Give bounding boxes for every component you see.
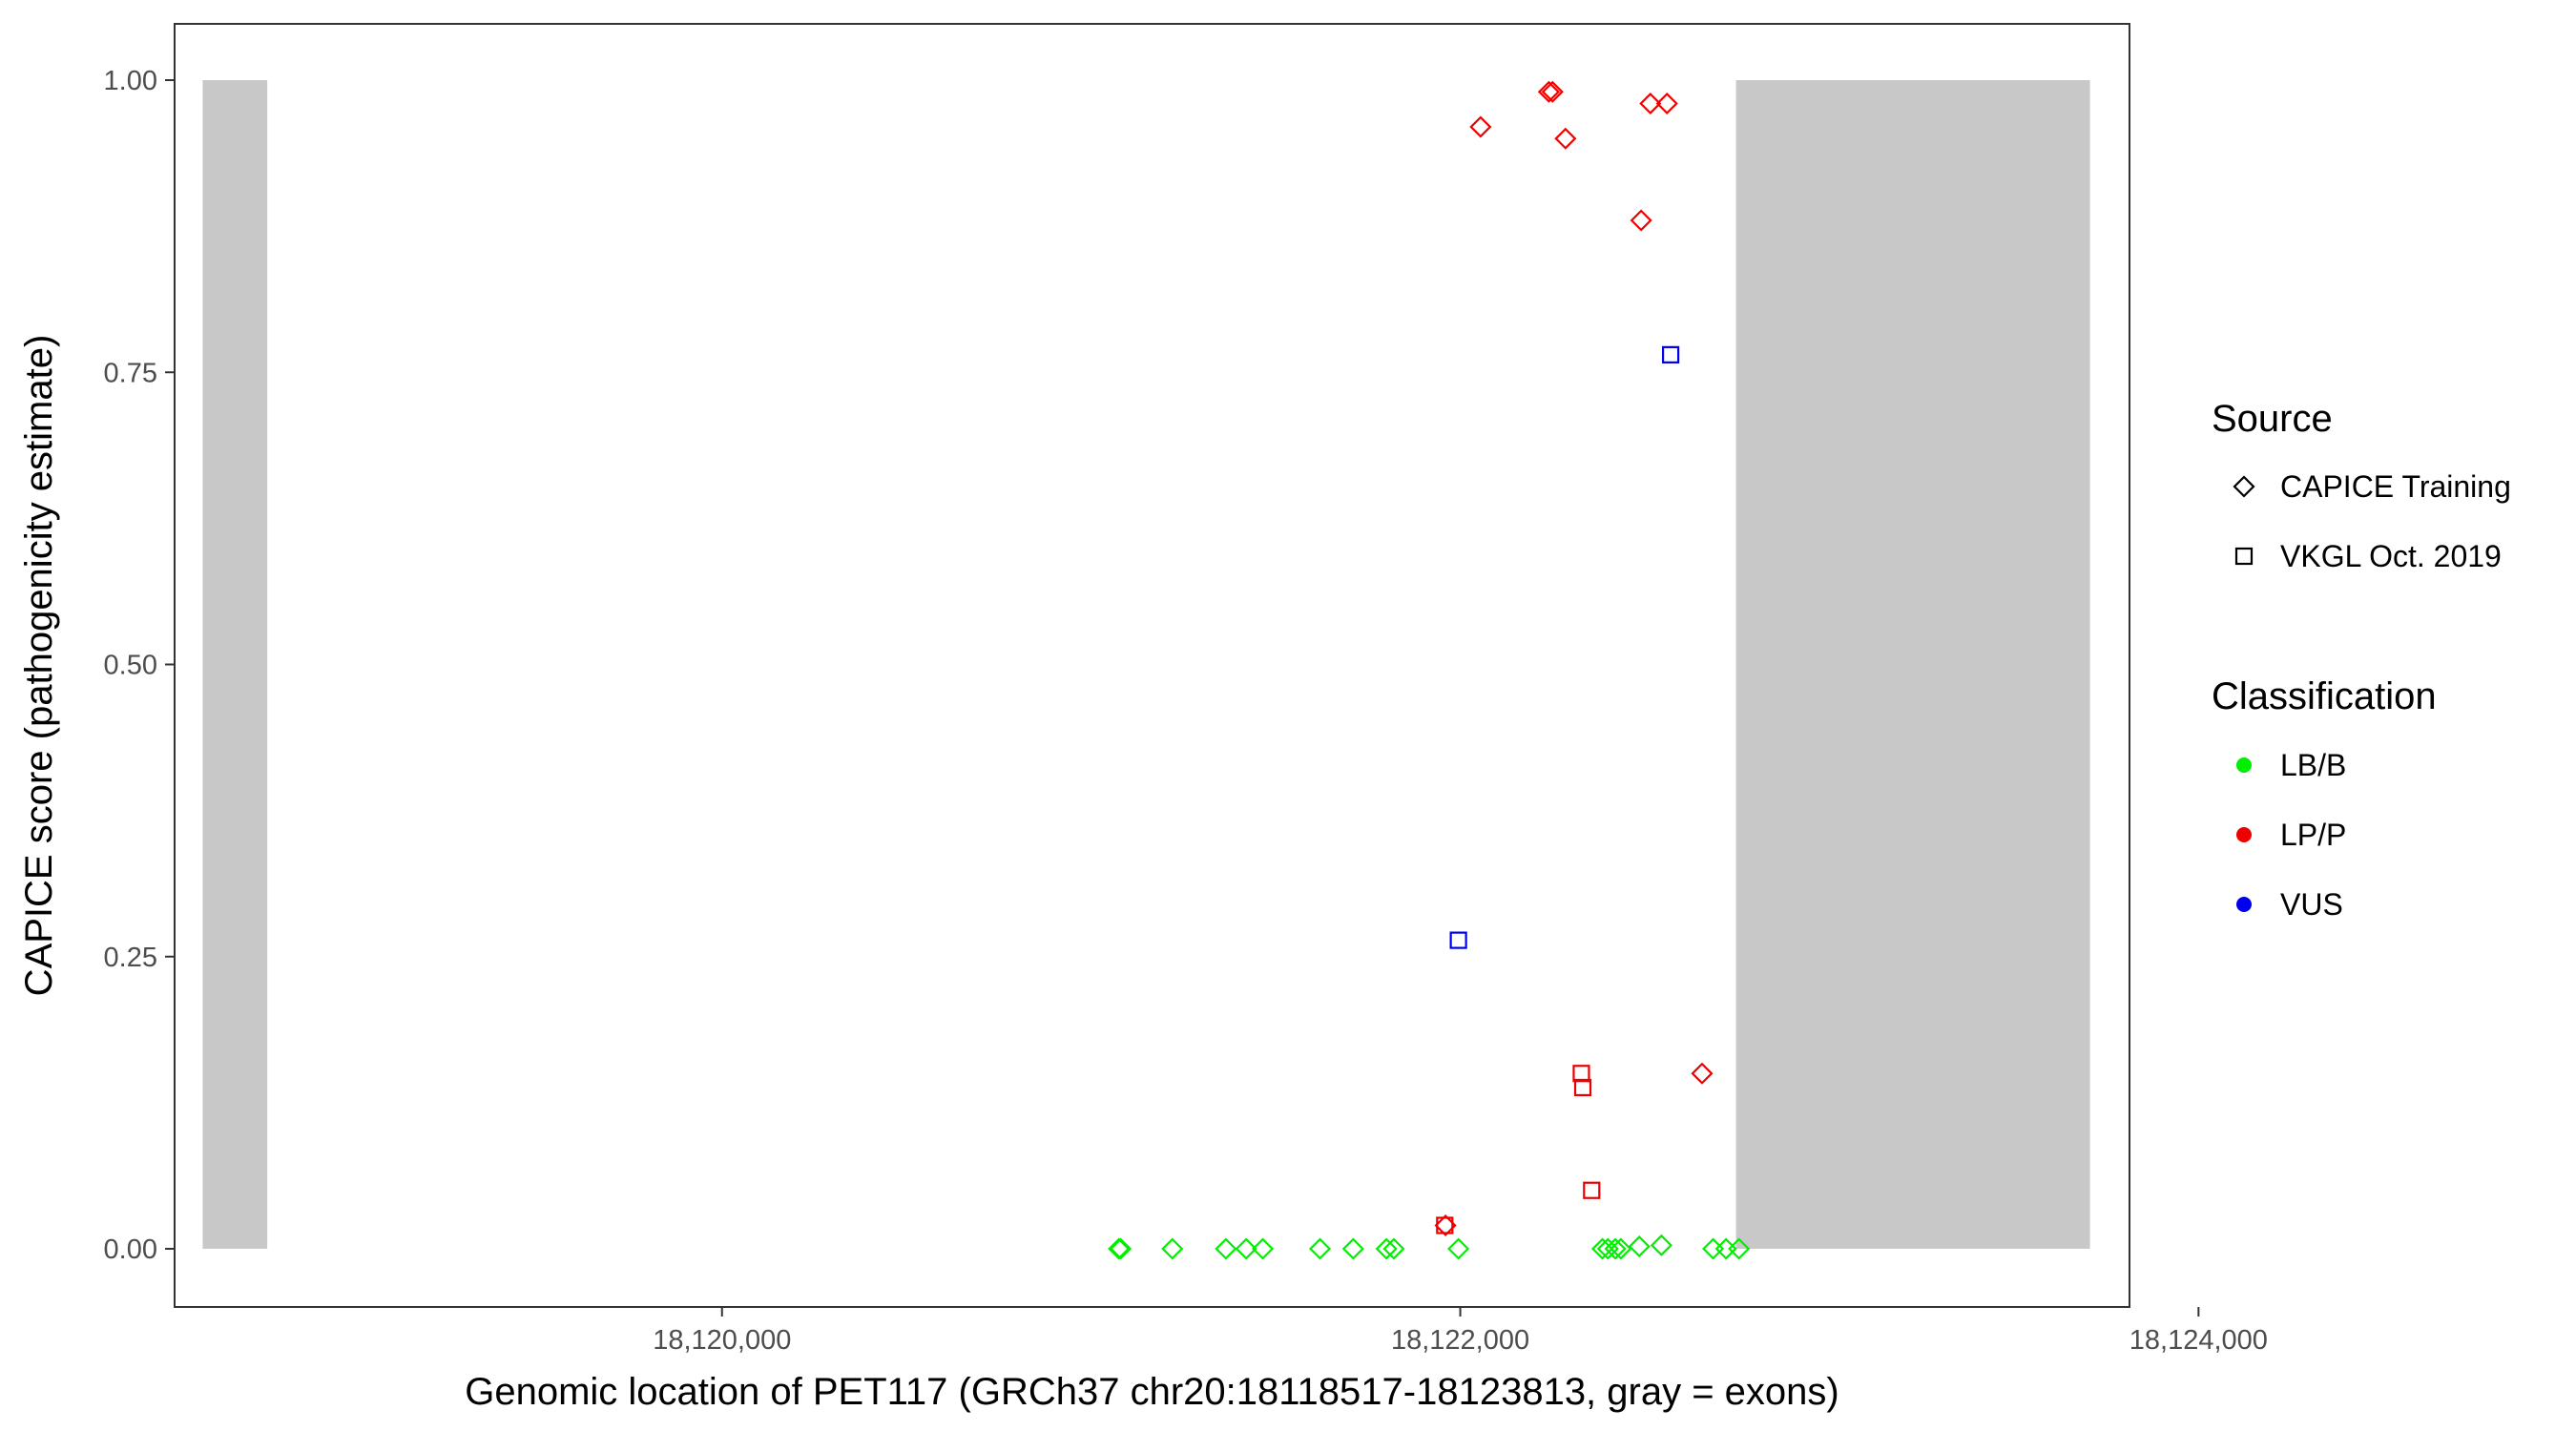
- x-axis: 18,120,000 18,122,000 18,124,000: [653, 1307, 2268, 1356]
- data-point-square: [1573, 1078, 1592, 1097]
- data-point-square: [1572, 1065, 1590, 1083]
- data-point-diamond: [1639, 92, 1662, 115]
- legend-class-label: LB/B: [2280, 748, 2346, 782]
- legend-class-label: LP/P: [2280, 818, 2346, 852]
- data-point-square: [1449, 931, 1467, 949]
- data-point-diamond: [1655, 92, 1678, 115]
- data-point-square: [1583, 1181, 1601, 1199]
- x-tick-label: 18,124,000: [2129, 1325, 2268, 1356]
- data-point-diamond: [1108, 1237, 1131, 1260]
- data-point-diamond: [1447, 1237, 1470, 1260]
- legend-source-items: CAPICE Training VKGL Oct. 2019: [2233, 469, 2511, 573]
- legend-source-label: VKGL Oct. 2019: [2280, 539, 2502, 573]
- data-point-diamond: [1110, 1237, 1132, 1260]
- y-tick-label: 0.50: [104, 651, 157, 681]
- legend-class-label: VUS: [2280, 887, 2343, 922]
- data-point-diamond: [1308, 1237, 1332, 1260]
- legend-class-key: [2236, 897, 2252, 912]
- y-tick-label: 0.25: [104, 943, 157, 973]
- data-point-diamond: [1714, 1237, 1737, 1260]
- data-point-diamond: [1215, 1237, 1237, 1260]
- legend: Source CAPICE Training VKGL Oct. 2019 Cla…: [2212, 398, 2511, 922]
- data-point-diamond: [1630, 209, 1652, 232]
- data-point-diamond: [1375, 1237, 1398, 1260]
- data-point-diamond: [1161, 1237, 1184, 1260]
- x-tick-label: 18,120,000: [653, 1325, 791, 1356]
- data-point-diamond: [1469, 115, 1492, 138]
- data-point-diamond: [1702, 1237, 1725, 1260]
- data-point-square: [1436, 1216, 1454, 1234]
- data-point-square: [1661, 345, 1680, 363]
- legend-class-key: [2236, 757, 2252, 773]
- data-point-diamond: [1541, 80, 1564, 103]
- data-point-diamond: [1341, 1237, 1364, 1260]
- legend-source-key: [2233, 475, 2255, 498]
- exon-regions: [202, 80, 2090, 1249]
- legend-source-key: [2234, 547, 2254, 566]
- y-tick-label: 0.75: [104, 358, 157, 388]
- y-tick-label: 0.00: [104, 1234, 157, 1265]
- data-point-diamond: [1610, 1237, 1632, 1260]
- legend-class-key: [2236, 827, 2252, 842]
- x-axis-title: Genomic location of PET117 (GRCh37 chr20…: [465, 1371, 1839, 1413]
- data-point-diamond: [1650, 1234, 1672, 1256]
- data-point-diamond: [1382, 1237, 1405, 1260]
- data-point-diamond: [1596, 1237, 1619, 1260]
- x-tick-label: 18,122,000: [1391, 1325, 1529, 1356]
- exon-region: [1735, 80, 2090, 1249]
- exon-region: [202, 80, 268, 1249]
- legend-classification-title: Classification: [2212, 675, 2437, 717]
- data-point-diamond: [1728, 1237, 1751, 1260]
- legend-source-title: Source: [2212, 398, 2333, 440]
- legend-source-label: CAPICE Training: [2280, 469, 2511, 504]
- y-tick-label: 1.00: [104, 66, 157, 96]
- data-point-diamond: [1235, 1237, 1257, 1260]
- data-point-diamond: [1590, 1237, 1614, 1260]
- y-axis-title: CAPICE score (pathogenicity estimate): [18, 335, 60, 997]
- data-point-diamond: [1628, 1234, 1651, 1258]
- legend-classification-items: LB/B LP/P VUS: [2236, 748, 2346, 922]
- data-point-diamond: [1604, 1237, 1627, 1260]
- data-point-diamond: [1691, 1062, 1714, 1085]
- data-point-diamond: [1252, 1237, 1275, 1260]
- y-axis: 0.00 0.25 0.50 0.75 1.00: [104, 66, 175, 1265]
- data-point-diamond: [1537, 80, 1560, 103]
- data-point-diamond: [1554, 127, 1577, 150]
- data-points: [1108, 80, 1751, 1260]
